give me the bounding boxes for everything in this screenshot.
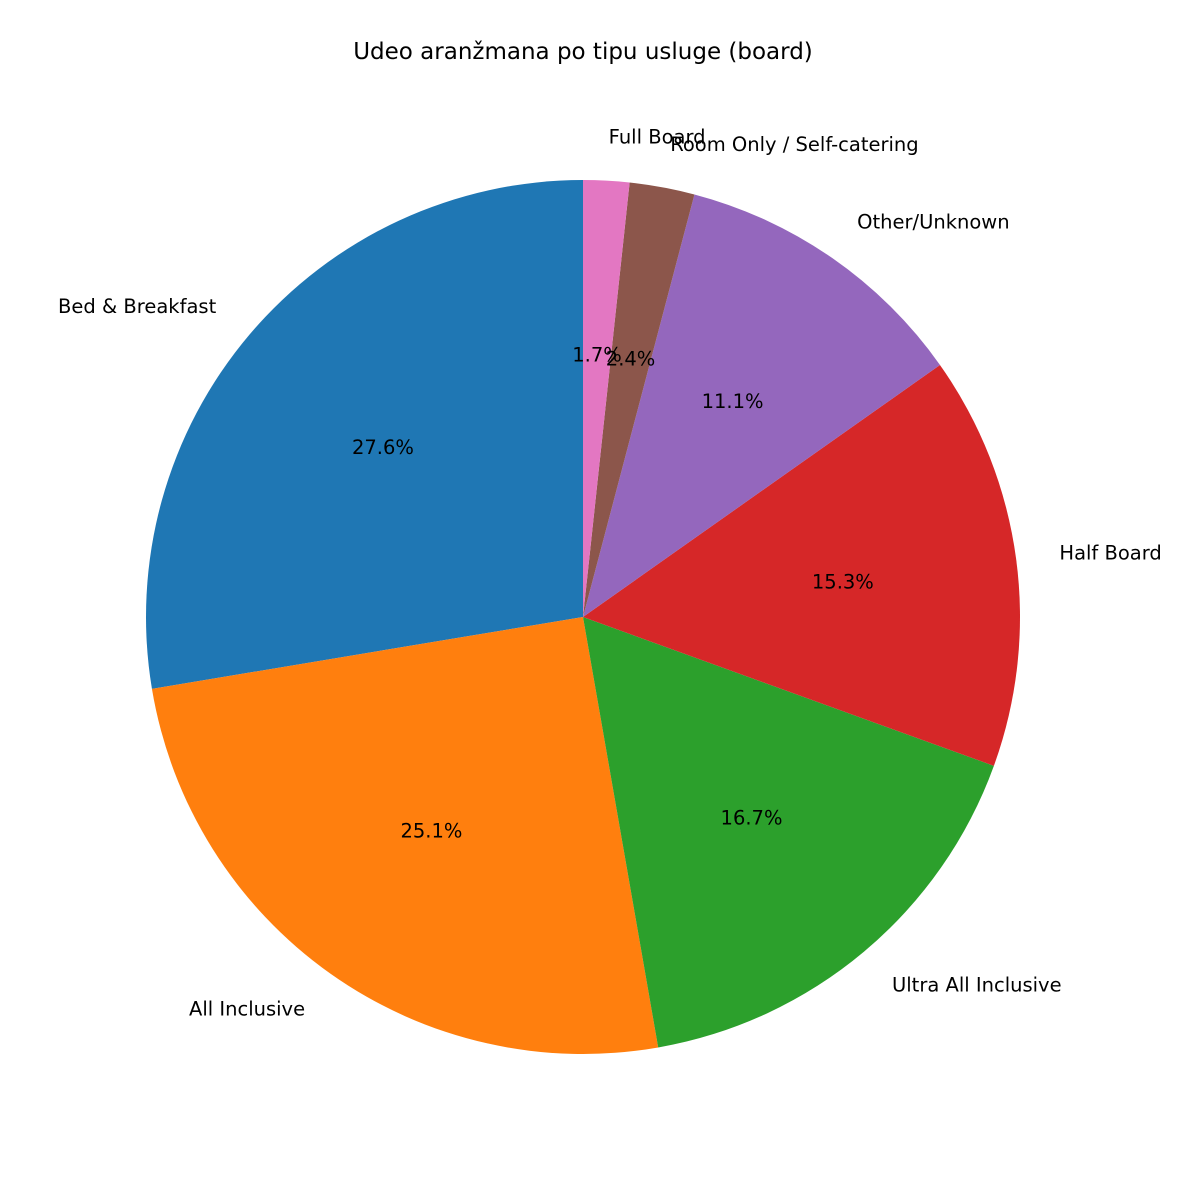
slice-label-bed-breakfast: Bed & Breakfast bbox=[58, 295, 217, 318]
pie-slices bbox=[145, 180, 1021, 1054]
pie-slice-half-board bbox=[583, 364, 1021, 766]
pie-slice-ultra-all-inclusive bbox=[583, 617, 994, 1048]
slice-label-half-board: Half Board bbox=[1059, 541, 1161, 564]
pie-slice-room-only-self-catering bbox=[583, 182, 695, 617]
pct-label-half-board: 15.3% bbox=[812, 571, 874, 594]
slice-label-other-unknown: Other/Unknown bbox=[857, 211, 1009, 234]
chart-title: Udeo aranžmana po tipu usluge (board) bbox=[353, 39, 813, 65]
slice-label-full-board: Full Board bbox=[609, 125, 706, 148]
pct-label-bed-breakfast: 27.6% bbox=[352, 436, 414, 459]
pct-label-ultra-all-inclusive: 16.7% bbox=[721, 806, 783, 829]
pct-label-full-board: 1.7% bbox=[572, 344, 622, 367]
slice-label-ultra-all-inclusive: Ultra All Inclusive bbox=[892, 974, 1062, 997]
pie-slice-full-board bbox=[583, 180, 630, 617]
pct-label-all-inclusive: 25.1% bbox=[400, 819, 462, 842]
slice-label-room-only-self-catering: Room Only / Self-catering bbox=[670, 133, 918, 156]
pie-labels: Bed & Breakfast 27.6% All Inclusive 25.1% Ul… bbox=[58, 125, 1162, 1020]
pie-slice-other-unknown bbox=[583, 194, 940, 617]
pie-slice-bed-breakfast bbox=[145, 180, 583, 689]
pct-label-room-only-self-catering: 2.4% bbox=[606, 348, 656, 371]
pie-slice-all-inclusive bbox=[151, 617, 659, 1054]
slice-label-all-inclusive: All Inclusive bbox=[189, 998, 305, 1021]
pct-label-other-unknown: 11.1% bbox=[702, 390, 764, 413]
